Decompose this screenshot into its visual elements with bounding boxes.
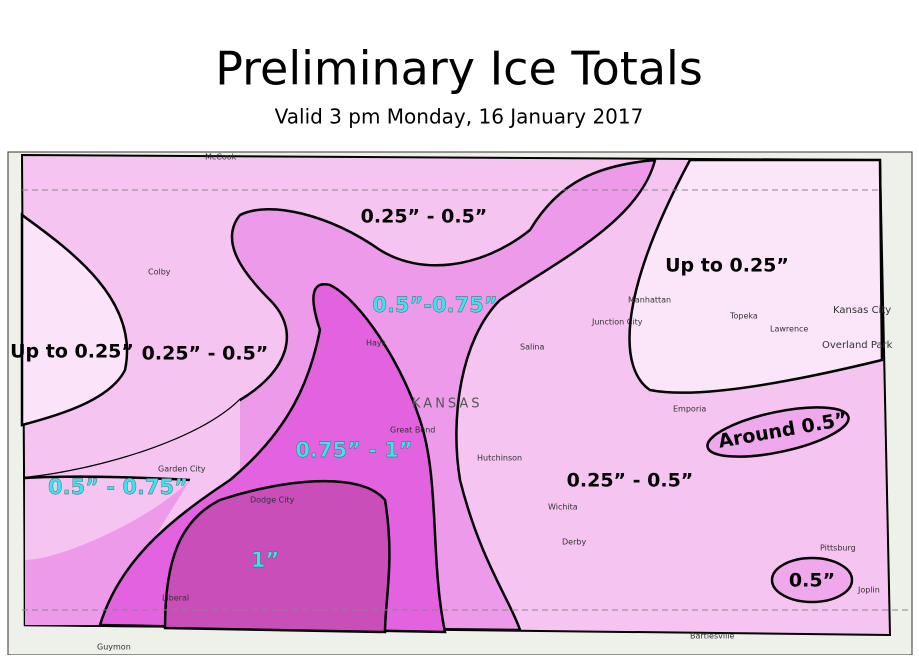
place-label: Great Bend [390,426,435,435]
place-label: Hays [366,339,386,348]
place-label: Salina [520,343,544,352]
zone-label: 0.75” - 1” [295,438,412,462]
zone-label: 0.25” - 0.5” [567,470,694,492]
place-label: Overland Park [822,340,893,351]
zone-label: 0.25” - 0.5” [142,343,269,365]
zone-area [20,212,129,427]
zone-area [25,480,190,625]
place-label: Junction City [591,318,643,327]
zone-border [24,475,191,482]
place-label: McCook [205,153,237,162]
zone-label: 0.5” - 0.75” [48,475,188,499]
zone-label: 0.5”-0.75” [372,293,497,317]
zone-label: Up to 0.25” [10,341,134,363]
subtitle: Valid 3 pm Monday, 16 January 2017 [275,105,644,129]
place-label: Dodge City [250,496,295,505]
place-label: Kansas City [833,305,891,316]
place-label: Manhattan [628,296,671,305]
place-label: KANSAS [412,397,483,412]
state-outline [22,189,912,611]
place-label: Topeka [729,312,758,321]
place-label: Liberal [162,594,189,603]
place-label: Joplin [857,586,880,595]
zone-area [706,406,850,458]
place-label: Emporia [673,405,706,414]
place-label: Garden City [158,465,206,474]
place-label: Bartlesville [690,632,735,641]
zone-label: Up to 0.25” [665,255,789,277]
title: Preliminary Ice Totals [215,42,703,96]
zone-area [163,479,391,634]
place-label: Colby [148,268,171,277]
place-label: Lawrence [770,325,808,334]
place-label: Pittsburg [820,544,856,553]
zone-label: 0.5” [789,570,835,592]
place-label: Guymon [97,643,131,652]
zone-area [628,158,884,394]
zone-label: 0.25” - 0.5” [361,206,488,228]
place-label: Wichita [548,503,578,512]
place-label: Hutchinson [477,454,522,463]
zone-label: 1” [251,548,279,572]
place-label: Derby [562,538,586,547]
zone-area [770,556,854,604]
